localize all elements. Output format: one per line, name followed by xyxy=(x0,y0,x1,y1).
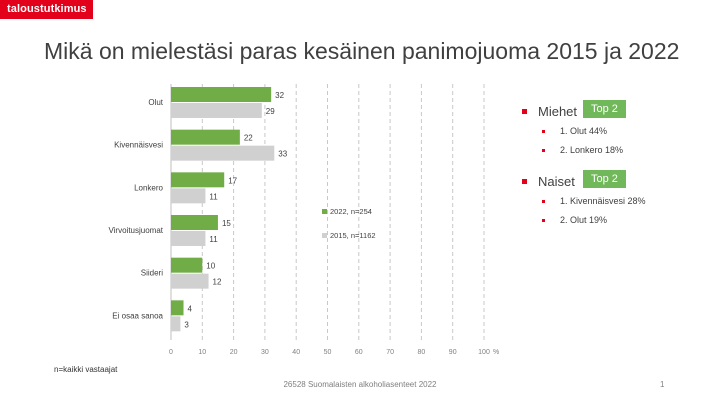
x-tick-label: 10 xyxy=(198,349,206,356)
bullet-icon xyxy=(542,149,545,152)
bar xyxy=(171,145,275,161)
x-tick-label: 80 xyxy=(418,349,426,356)
data-label: 32 xyxy=(275,91,284,100)
category-label: Ei osaa sanoa xyxy=(112,311,163,320)
bar xyxy=(171,316,181,332)
x-tick-label: 30 xyxy=(261,349,269,356)
list-item: 2. Lonkero 18% xyxy=(520,145,710,164)
group-head: Miehet Top 2 xyxy=(520,100,710,126)
x-tick-label: 40 xyxy=(292,349,300,356)
footnote: n=kaikki vastaajat xyxy=(54,365,118,374)
data-label: 11 xyxy=(209,235,218,244)
list-item-text: 1. Kivennäisvesi 28% xyxy=(560,196,646,206)
group-head: Naiset Top 2 xyxy=(520,170,710,196)
brand-logo: taloustutkimus xyxy=(0,0,93,19)
list-item: 1. Kivennäisvesi 28% xyxy=(520,196,710,215)
x-tick-label: 0 xyxy=(169,349,173,356)
bar xyxy=(171,172,225,188)
bullet-icon xyxy=(542,200,545,203)
bar xyxy=(171,87,272,102)
x-tick-label: 60 xyxy=(355,349,363,356)
bullet-icon xyxy=(542,219,545,222)
legend-label: 2015, n=1162 xyxy=(330,231,376,240)
group-label: Miehet xyxy=(538,104,578,119)
list-item-text: 2. Lonkero 18% xyxy=(560,145,624,155)
data-label: 10 xyxy=(206,262,215,271)
category-label: Siideri xyxy=(141,269,163,278)
legend-swatch xyxy=(322,233,327,238)
list-item-text: 1. Olut 44% xyxy=(560,126,608,136)
x-tick-label: 20 xyxy=(230,349,238,356)
group-label: Naiset xyxy=(538,174,575,189)
bar xyxy=(171,257,203,273)
list-item: 1. Olut 44% xyxy=(520,126,710,145)
data-label: 15 xyxy=(222,219,231,228)
data-label: 17 xyxy=(228,176,237,185)
bar xyxy=(171,273,209,289)
group-men: Miehet Top 2 1. Olut 44% 2. Lonkero 18% xyxy=(520,100,710,164)
list-item-text: 2. Olut 19% xyxy=(560,215,608,225)
category-label: Olut xyxy=(148,98,163,107)
data-label: 4 xyxy=(188,304,193,313)
bar xyxy=(171,129,240,145)
data-label: 11 xyxy=(209,192,218,201)
page-number: 1 xyxy=(660,380,665,389)
data-label: 29 xyxy=(266,107,275,116)
bar xyxy=(171,103,262,118)
bar xyxy=(171,188,206,204)
top-badge: Top 2 xyxy=(583,100,626,118)
summary-panel: Miehet Top 2 1. Olut 44% 2. Lonkero 18% … xyxy=(520,100,710,234)
data-label: 3 xyxy=(184,320,189,329)
data-label: 22 xyxy=(244,134,253,143)
bullet-icon xyxy=(522,179,527,184)
page-title: Mikä on mielestäsi paras kesäinen panimo… xyxy=(44,38,680,64)
bar xyxy=(171,231,206,246)
x-tick-label: 100 xyxy=(478,349,490,356)
legend-swatch xyxy=(322,209,327,214)
category-label: Lonkero xyxy=(134,183,163,192)
category-label: Virvoitusjuomat xyxy=(108,226,163,235)
list-item: 2. Olut 19% xyxy=(520,215,710,234)
category-label: Kivennäisvesi xyxy=(114,141,163,150)
group-women: Naiset Top 2 1. Kivennäisvesi 28% 2. Olu… xyxy=(520,170,710,234)
bullet-icon xyxy=(522,109,527,114)
data-label: 12 xyxy=(213,278,222,287)
bullet-icon xyxy=(542,130,545,133)
x-unit-label: % xyxy=(493,349,499,356)
legend-label: 2022, n=254 xyxy=(330,207,372,216)
top-badge: Top 2 xyxy=(583,170,626,188)
x-tick-label: 50 xyxy=(324,349,332,356)
footer-text: 26528 Suomalaisten alkoholiasenteet 2022 xyxy=(283,380,437,389)
bar xyxy=(171,215,218,230)
x-tick-label: 70 xyxy=(386,349,394,356)
x-tick-label: 90 xyxy=(449,349,457,356)
bar xyxy=(171,300,184,316)
data-label: 33 xyxy=(278,150,287,159)
